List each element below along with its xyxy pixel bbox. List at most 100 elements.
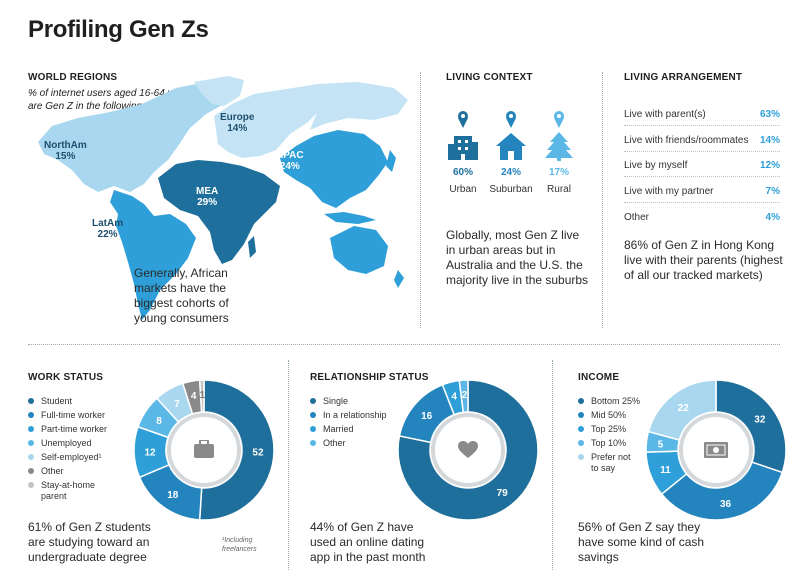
region-name-northam: NorthAm [44,140,87,151]
arrangement-row: Live with my partner 7% [624,186,780,197]
region-value-apac: 24% [279,161,300,172]
relationship-legend-swatch [310,398,316,404]
context-urban-pct: 60% [452,167,473,178]
income-legend-label: Mid 50% [591,410,627,420]
page-title: Profiling Gen Zs [28,16,209,43]
arrangement-label: Live with parent(s) [624,109,706,120]
income-slice-label-2: 11 [660,465,671,476]
arrangement-label: Live by myself [624,160,688,171]
arrangement-divider [624,151,780,152]
divider-v4 [552,360,553,570]
relationship-legend-swatch [310,426,316,432]
work-status-note: 61% of Gen Z students are studying towar… [28,520,151,564]
heart-icon [458,441,478,458]
income-legend-swatch [578,398,584,404]
map-mea [158,160,280,264]
arrangement-row: Live by myself 12% [624,160,780,171]
relationship-legend-item: Single [310,396,400,407]
divider-h [28,344,780,345]
work-legend-label: Stay-at-home parent [41,480,96,501]
arrangement-label: Other [624,212,650,223]
work-legend-swatch [28,426,34,432]
work-legend-item: Full-time worker [28,410,118,421]
income-legend-item: Prefer not to say [578,452,638,474]
region-label-europe: Europe 14% [220,112,254,134]
work-slice-label-2: 12 [144,448,156,459]
living-context-note: Globally, most Gen Z live in urban areas… [446,228,589,287]
income-donut-chart: 32 36 11 5 22 [645,379,787,521]
relationship-legend-swatch [310,412,316,418]
context-suburban: 24% Suburban [488,108,534,195]
income-slice-label-4: 22 [678,403,690,414]
living-arrangement-heading: LIVING ARRANGEMENT [624,72,743,83]
map-northam [38,82,232,192]
relationship-legend-label: Single [323,396,349,406]
relationship-slice-label-0: 79 [497,488,509,499]
world-regions-subtitle: % of internet users aged 16-64 who are G… [28,88,186,112]
region-label-northam: NorthAm 15% [44,140,87,162]
relationship-legend-label: In a relationship [323,410,387,420]
relationship-legend-item: In a relationship [310,410,400,421]
arrangement-pct: 7% [765,186,780,197]
arrangement-pct: 14% [759,135,780,146]
work-legend-swatch [28,454,34,460]
relationship-legend-swatch [310,440,316,446]
work-legend-item: Self-employed¹ [28,452,118,463]
context-suburban-label: Suburban [489,184,533,195]
income-note: 56% of Gen Z say they have some kind of … [578,520,705,564]
arrangement-row: Other 4% [624,212,780,223]
income-slice-4 [647,379,717,441]
region-value-mea: 29% [197,197,218,208]
work-legend-item: Unemployed [28,438,118,449]
context-urban: 60% Urban [440,108,486,195]
work-legend-swatch [28,398,34,404]
briefcase-icon [194,440,214,458]
relationship-legend-item: Married [310,424,400,435]
work-slice-label-1: 18 [167,490,179,501]
work-slice-label-4: 7 [174,399,180,410]
income-legend-swatch [578,426,584,432]
income-legend-item: Top 25% [578,424,668,435]
map-greenland [194,76,244,106]
income-slice-label-0: 32 [754,415,766,426]
region-label-latam: LatAm 22% [92,218,123,240]
map-apac [280,130,388,208]
income-heading: INCOME [578,372,620,383]
relationship-slice-label-1: 16 [421,411,433,422]
arrangement-row: Live with parent(s) 63% [624,109,780,120]
tree-icon [545,111,573,161]
arrangement-divider [624,176,780,177]
work-legend-label: Full-time worker [41,410,106,420]
work-legend-label: Self-employed¹ [41,452,102,462]
divider-v3 [288,360,289,570]
context-rural-label: Rural [547,184,571,195]
work-slice-label-3: 8 [156,416,162,427]
map-oceania [330,226,388,274]
work-legend-label: Student [41,396,73,406]
work-slice-label-0: 52 [252,448,264,459]
city-buildings-icon [448,111,478,160]
income-legend-item: Mid 50% [578,410,668,421]
region-name-apac: APAC [276,150,304,161]
income-slice-0 [715,379,787,474]
work-legend-swatch [28,440,34,446]
income-slice-label-3: 5 [658,439,664,450]
world-regions-heading: WORLD REGIONS [28,72,118,83]
map-russia [280,82,408,130]
income-legend-label: Bottom 25% [591,396,641,406]
relationship-slice-3 [458,379,469,414]
map-europe [214,90,322,158]
work-legend-item: Part-time worker [28,424,118,435]
banknote-icon [704,442,728,458]
income-legend-swatch [578,412,584,418]
world-map [38,76,408,320]
income-legend-label: Top 10% [591,438,627,448]
region-label-mea: MEA 29% [196,186,218,208]
work-legend-item: Student [28,396,118,407]
income-legend-item: Top 10% [578,438,668,449]
arrangement-label: Live with friends/roommates [624,135,749,146]
income-slice-label-1: 36 [720,499,732,510]
arrangement-pct: 4% [765,212,780,223]
income-legend-label: Prefer not to say [591,452,631,473]
relationship-slice-label-3: 2 [462,390,468,401]
